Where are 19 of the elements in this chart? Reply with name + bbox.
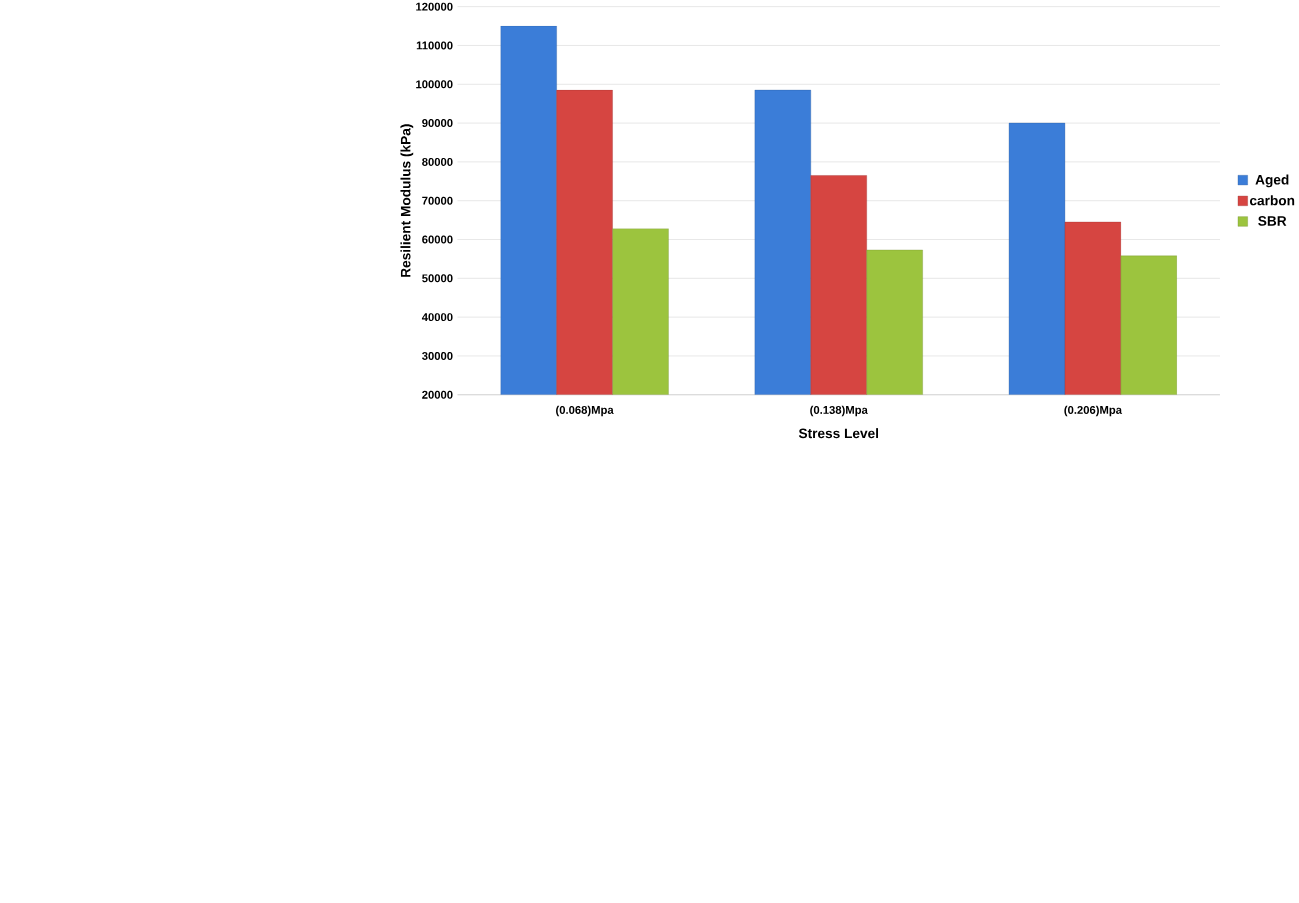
x-tick-label: (0.138)Mpa xyxy=(810,405,868,417)
y-tick-label: 60000 xyxy=(422,235,453,244)
legend-label: Aged xyxy=(1255,174,1289,188)
y-tick-label: 40000 xyxy=(421,313,453,322)
y-tick-label: 110000 xyxy=(416,41,453,50)
x-tick-label: (0.068)Mpa xyxy=(556,405,614,417)
x-axis-title: Stress Level xyxy=(798,428,879,439)
y-tick-label: 70000 xyxy=(422,196,453,205)
y-tick-label: 120000 xyxy=(416,2,453,11)
y-tick-label: 100000 xyxy=(416,80,453,89)
y-tick-label: 30000 xyxy=(422,351,453,360)
y-tick-label: 90000 xyxy=(422,119,453,127)
x-tick-label: (0.206)Mpa xyxy=(1064,405,1123,417)
y-tick-label: 20000 xyxy=(422,390,453,399)
legend-label: SBR xyxy=(1258,216,1287,226)
y-tick-label: 50000 xyxy=(422,274,453,283)
y-axis-title: Resilient Modulus (kPa) xyxy=(400,124,414,277)
legend-label: carbon xyxy=(1249,195,1295,206)
y-tick-label: 80000 xyxy=(422,157,453,166)
